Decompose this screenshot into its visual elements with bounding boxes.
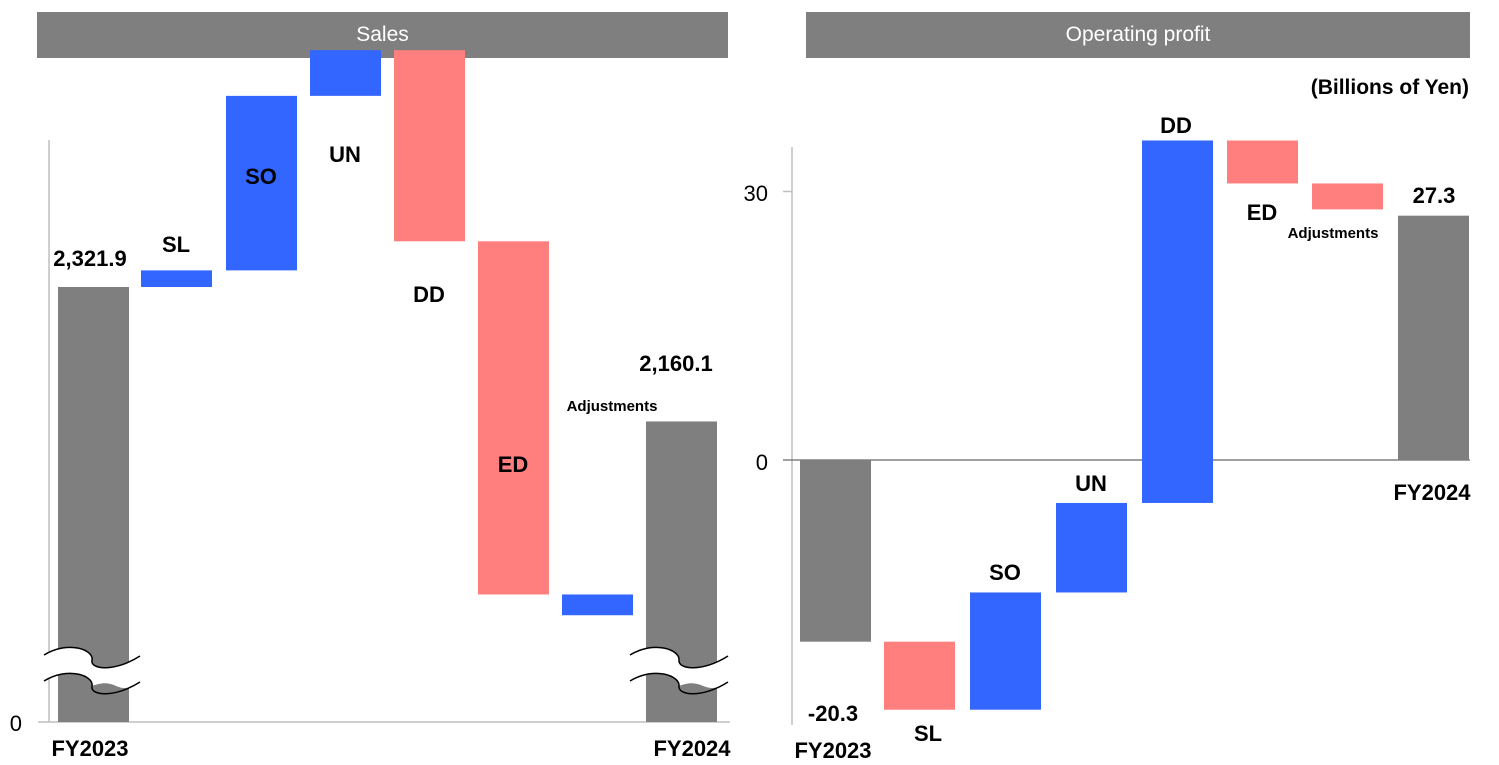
op-label-fy2024: 27.3 xyxy=(1413,183,1456,208)
op-label-adjustments: Adjustments xyxy=(1288,225,1379,242)
op-bar-adjustments xyxy=(1312,183,1383,210)
op-bar-dd xyxy=(1142,140,1213,503)
operating-profit-header: Operating profit xyxy=(806,12,1470,58)
sales-label-so: SO xyxy=(245,164,277,189)
sales-label-un: UN xyxy=(329,142,361,167)
op-label-sl: SL xyxy=(914,721,942,746)
sales-bar-sl xyxy=(141,270,212,287)
axis-break-line-1a xyxy=(629,646,729,669)
op-bar-un xyxy=(1056,502,1127,593)
op-label-dd: DD xyxy=(1160,113,1192,138)
op-bar-fy2023 xyxy=(800,460,871,642)
sales-label-ed: ED xyxy=(498,452,529,477)
sales-bar-dd xyxy=(394,50,465,242)
sales-label-dd: DD xyxy=(413,282,445,307)
sales-label-fy2023: 2,321.9 xyxy=(53,246,126,271)
axis-break-gap-1 xyxy=(630,647,728,689)
sales-xtick-fy2023: FY2023 xyxy=(51,736,128,761)
sales-ytick-0: 0 xyxy=(10,711,22,736)
sales-bar-so xyxy=(226,95,297,271)
unit-label: (Billions of Yen) xyxy=(1310,76,1469,99)
axis-break-line-1b xyxy=(629,672,729,695)
op-ytick-0: 0 xyxy=(756,450,768,475)
op-label-un: UN xyxy=(1075,471,1107,496)
op-label-so: SO xyxy=(989,560,1021,585)
op-bar-ed xyxy=(1227,140,1298,184)
axis-break-line-0a xyxy=(43,646,141,669)
op-bar-fy2024 xyxy=(1398,215,1469,460)
axis-break-line-0b xyxy=(43,672,141,695)
sales-label-sl: SL xyxy=(162,232,190,257)
sales-bar-adjustments xyxy=(562,594,633,616)
sales-header: Sales xyxy=(37,12,728,58)
sales-label-adjustments: Adjustments xyxy=(567,398,658,415)
op-bar-sl xyxy=(884,641,955,710)
op-xtick-fy2024: FY2024 xyxy=(1393,480,1471,505)
sales-label-fy2024: 2,160.1 xyxy=(639,351,712,376)
op-label-ed: ED xyxy=(1247,200,1278,225)
sales-bar-ed xyxy=(478,241,549,595)
op-label-fy2023: -20.3 xyxy=(808,701,858,726)
axis-break-gap-0 xyxy=(44,647,140,689)
sales-bar-un xyxy=(310,50,381,96)
op-ytick-30: 30 xyxy=(744,181,768,206)
sales-xtick-fy2024: FY2024 xyxy=(653,736,731,761)
op-bar-so xyxy=(970,592,1041,710)
op-xtick-fy2023: FY2023 xyxy=(794,738,871,763)
